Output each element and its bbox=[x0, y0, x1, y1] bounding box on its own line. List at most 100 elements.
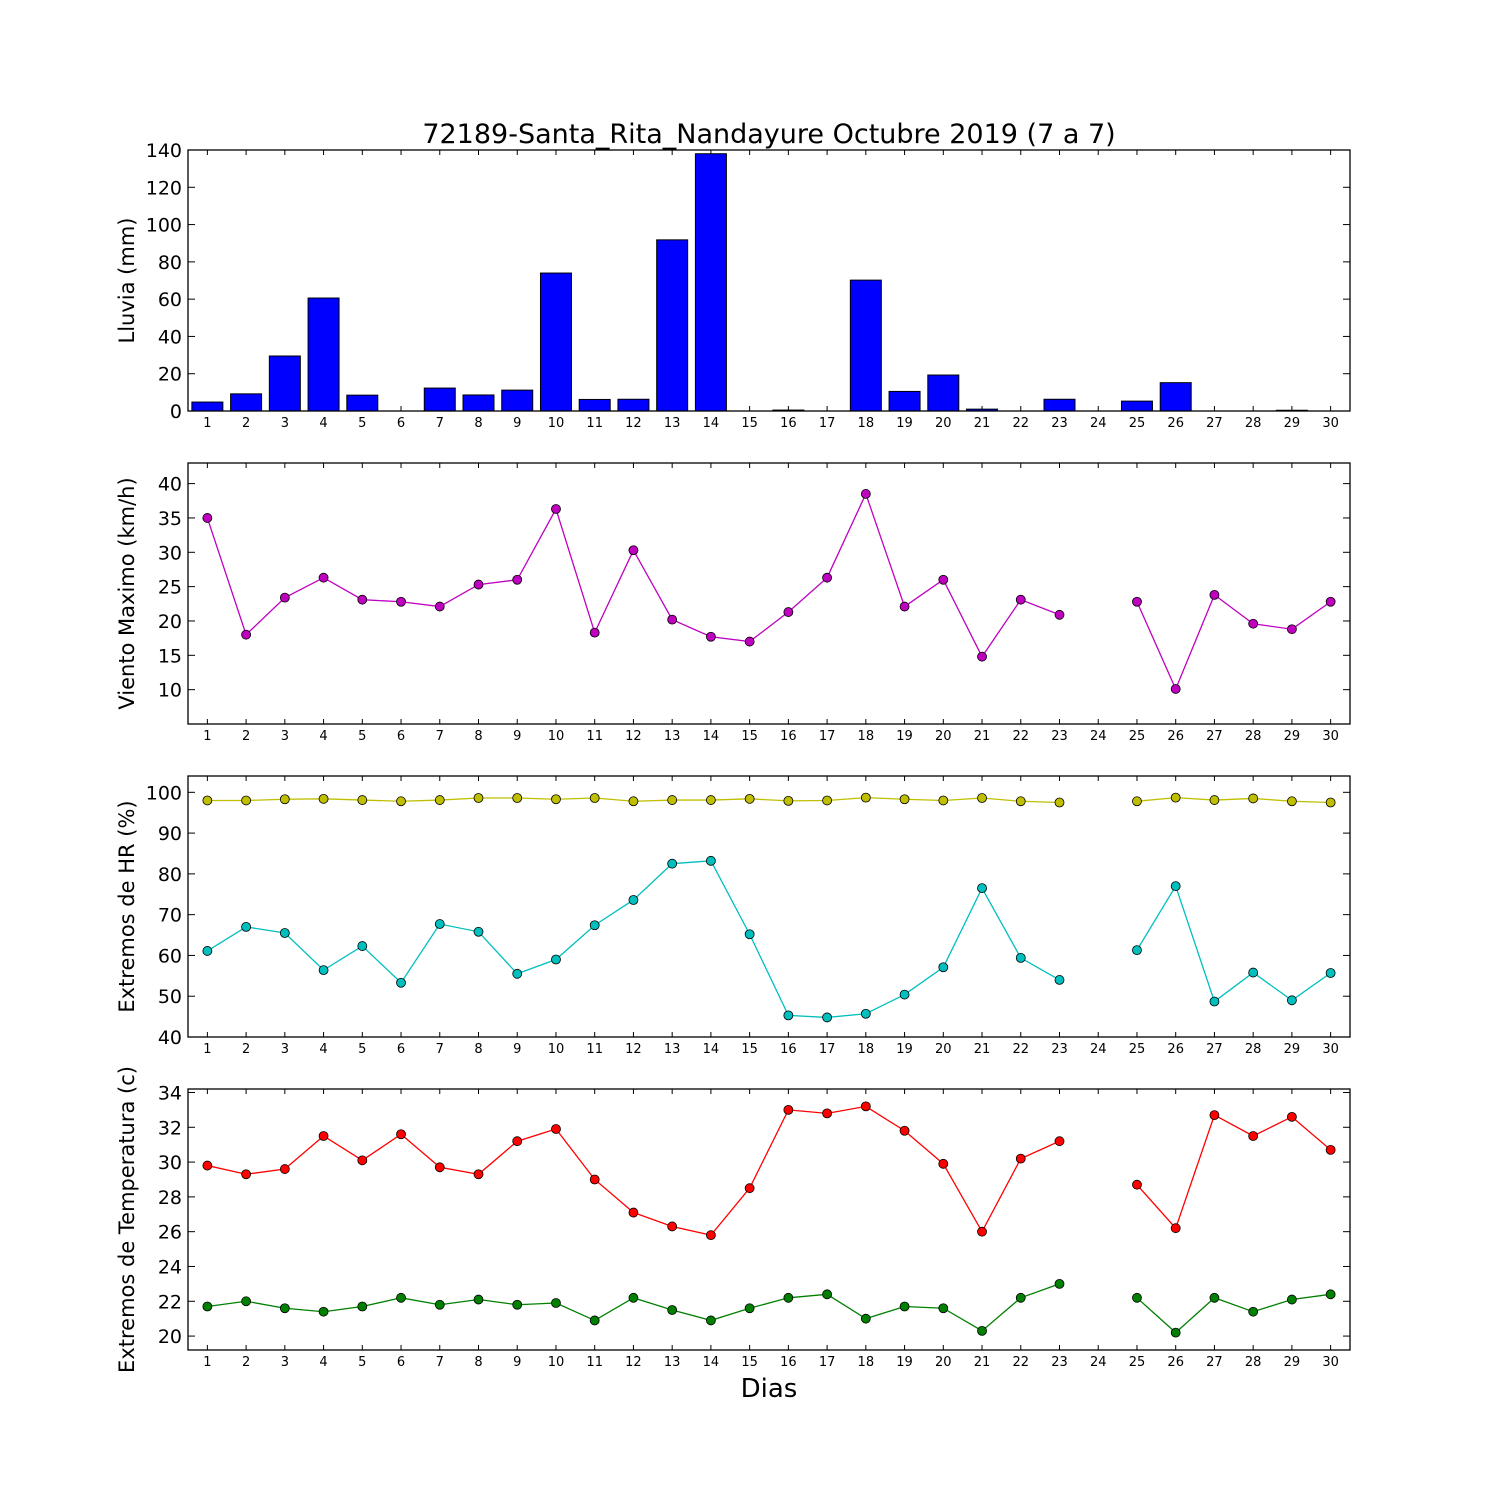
x-tick-label: 2 bbox=[242, 1355, 250, 1370]
series-1-point-day-30 bbox=[1325, 797, 1336, 808]
y-tick-label: 22 bbox=[158, 1291, 182, 1313]
series-1-point-day-23 bbox=[1054, 1136, 1065, 1147]
y-tick-label: 90 bbox=[158, 823, 182, 845]
series-2-point-day-5 bbox=[357, 1301, 368, 1312]
x-tick-label: 2 bbox=[242, 416, 250, 431]
series-1-point-day-9 bbox=[512, 574, 523, 585]
x-tick-label: 4 bbox=[319, 729, 327, 744]
x-tick-label: 21 bbox=[974, 1042, 991, 1057]
bar-day-7 bbox=[423, 387, 456, 412]
series-1-point-day-13 bbox=[667, 1221, 678, 1232]
series-2-point-day-6 bbox=[396, 977, 406, 988]
x-tick-label: 16 bbox=[780, 416, 797, 431]
x-tick-label: 18 bbox=[858, 729, 875, 744]
x-tick-label: 22 bbox=[1012, 729, 1029, 744]
series-2-point-day-8 bbox=[473, 926, 484, 937]
x-tick-label: 17 bbox=[819, 1355, 836, 1370]
x-tick-label: 26 bbox=[1167, 416, 1184, 431]
x-tick-label: 1 bbox=[203, 729, 211, 744]
x-tick-label: 1 bbox=[203, 1355, 211, 1370]
series-1-point-day-14 bbox=[706, 1230, 716, 1241]
series-1-point-day-22 bbox=[1015, 594, 1026, 605]
series-1-point-day-30 bbox=[1325, 596, 1336, 607]
x-tick-label: 5 bbox=[358, 729, 366, 744]
x-tick-label: 20 bbox=[935, 416, 952, 431]
series-2-point-day-13 bbox=[667, 858, 678, 869]
series-2-point-day-27 bbox=[1209, 996, 1220, 1007]
x-tick-label: 20 bbox=[935, 1042, 952, 1057]
x-tick-label: 30 bbox=[1322, 416, 1339, 431]
series-2-point-day-7 bbox=[434, 919, 445, 929]
series-2-point-day-8 bbox=[473, 1294, 484, 1305]
x-tick-label: 14 bbox=[703, 1042, 720, 1057]
x-tick-label: 5 bbox=[358, 416, 366, 431]
series-1-point-day-16 bbox=[783, 795, 794, 806]
series-1-point-day-14 bbox=[706, 795, 716, 805]
y-tick-label: 20 bbox=[158, 611, 182, 633]
x-tick-label: 23 bbox=[1051, 729, 1068, 744]
x-tick-label: 12 bbox=[625, 416, 642, 431]
x-tick-label: 25 bbox=[1129, 416, 1146, 431]
x-tick-label: 15 bbox=[741, 729, 758, 744]
series-1-point-day-27 bbox=[1209, 589, 1220, 600]
x-tick-label: 8 bbox=[474, 1355, 482, 1370]
series-1-point-day-22 bbox=[1015, 796, 1026, 807]
x-tick-label: 28 bbox=[1245, 1355, 1262, 1370]
series-1-point-day-17 bbox=[822, 795, 832, 806]
series-1-point-day-26 bbox=[1170, 1223, 1181, 1234]
series-1-point-day-10 bbox=[551, 1124, 561, 1134]
x-tick-label: 13 bbox=[664, 416, 681, 431]
series-1-point-day-4 bbox=[318, 572, 329, 583]
bar-day-11 bbox=[578, 398, 611, 412]
y-tick-label: 28 bbox=[158, 1187, 182, 1209]
chart-title: 72189-Santa_Rita_Nandayure Octubre 2019 … bbox=[422, 119, 1115, 150]
y-tick-label: 24 bbox=[158, 1256, 182, 1278]
series-1-point-day-15 bbox=[744, 636, 755, 647]
series-1-point-day-22 bbox=[1015, 1153, 1026, 1164]
x-tick-label: 29 bbox=[1284, 729, 1301, 744]
series-1-point-day-4 bbox=[318, 793, 329, 804]
series-1-point-day-9 bbox=[512, 793, 523, 803]
bar-day-25 bbox=[1120, 400, 1153, 412]
x-tick-label: 15 bbox=[741, 1042, 758, 1057]
series-2-point-day-1 bbox=[202, 946, 213, 956]
series-2-point-day-17 bbox=[822, 1289, 832, 1300]
x-tick-label: 3 bbox=[281, 416, 289, 431]
series-2-point-day-14 bbox=[706, 855, 716, 866]
series-1-point-day-21 bbox=[977, 793, 987, 803]
series-1-point-day-18 bbox=[860, 792, 871, 803]
series-2-point-day-11 bbox=[589, 920, 600, 931]
y-tick-label: 100 bbox=[146, 782, 182, 804]
x-tick-label: 17 bbox=[819, 1042, 836, 1057]
series-1-point-day-6 bbox=[396, 796, 406, 807]
series-1-point-day-16 bbox=[783, 1104, 794, 1115]
series-2-line bbox=[1136, 1293, 1331, 1334]
x-tick-label: 24 bbox=[1090, 1355, 1107, 1370]
x-tick-label: 27 bbox=[1206, 1355, 1223, 1370]
x-tick-label: 13 bbox=[664, 1355, 681, 1370]
x-tick-label: 14 bbox=[703, 1355, 720, 1370]
series-1-point-day-12 bbox=[628, 545, 639, 556]
series-1-point-day-3 bbox=[279, 592, 290, 603]
x-tick-label: 30 bbox=[1322, 1355, 1339, 1370]
series-1-point-day-8 bbox=[473, 793, 484, 803]
x-tick-label: 12 bbox=[625, 729, 642, 744]
x-tick-label: 2 bbox=[242, 729, 250, 744]
x-tick-label: 7 bbox=[436, 1355, 444, 1370]
x-tick-label: 30 bbox=[1322, 729, 1339, 744]
series-2-point-day-28 bbox=[1248, 1306, 1259, 1317]
series-1-point-day-26 bbox=[1170, 684, 1181, 694]
x-tick-label: 18 bbox=[858, 1042, 875, 1057]
series-2-point-day-16 bbox=[783, 1292, 794, 1303]
x-tick-label: 16 bbox=[780, 1042, 797, 1057]
series-1-point-day-13 bbox=[667, 795, 678, 805]
x-tick-label: 12 bbox=[625, 1042, 642, 1057]
y-tick-label: 70 bbox=[158, 905, 182, 927]
series-1-point-day-19 bbox=[899, 601, 910, 612]
x-tick-label: 13 bbox=[664, 1042, 681, 1057]
y-tick-label: 80 bbox=[158, 252, 182, 274]
series-1-point-day-17 bbox=[822, 1108, 832, 1119]
x-tick-label: 21 bbox=[974, 729, 991, 744]
series-2-point-day-1 bbox=[202, 1301, 213, 1312]
series-2-point-day-26 bbox=[1170, 1327, 1181, 1338]
